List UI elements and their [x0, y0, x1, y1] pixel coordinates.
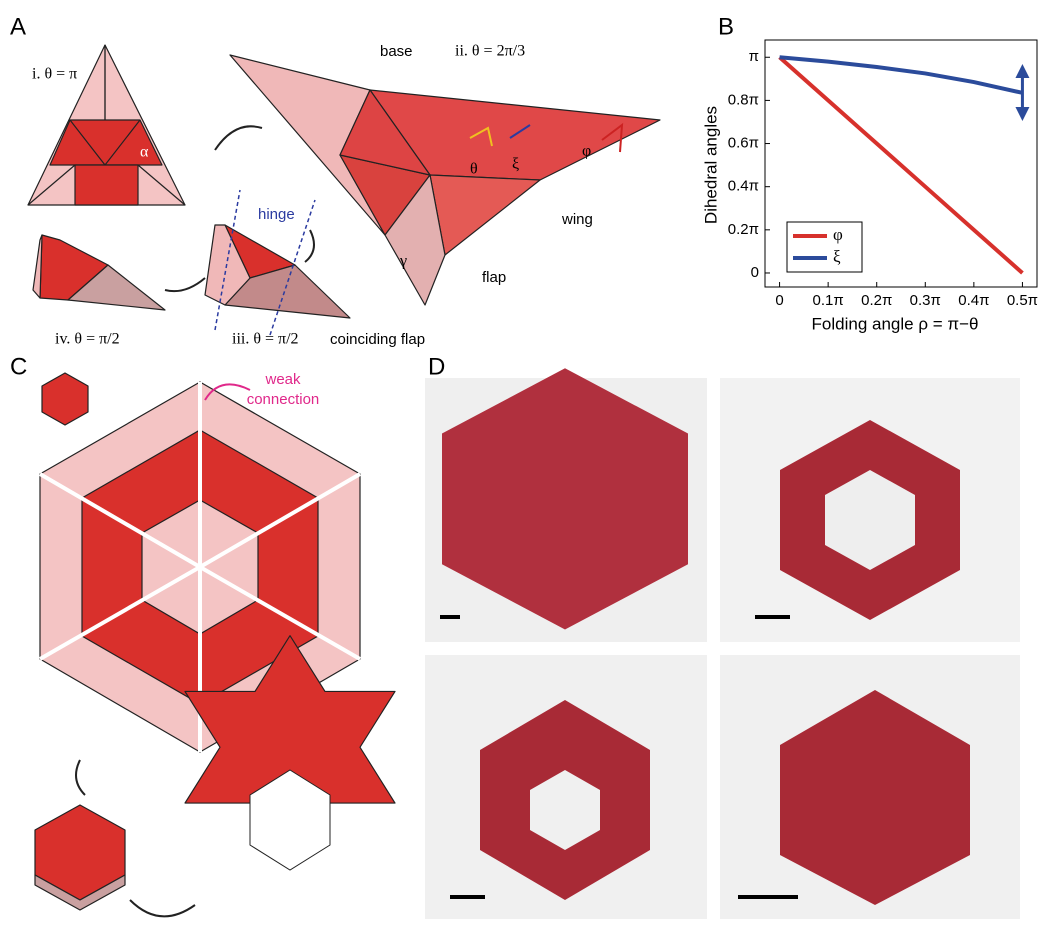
series-line	[779, 55, 1023, 95]
hinge-line	[269, 199, 316, 336]
flat-triangle	[27, 44, 186, 206]
label: α	[140, 144, 149, 161]
legend-box	[786, 221, 863, 273]
label: γ	[399, 253, 407, 270]
x-tick-label: 0.2π	[861, 292, 892, 309]
arrow	[129, 899, 196, 918]
x-tick-label: 0.1π	[813, 292, 844, 309]
y-tick-label: 0.6π	[728, 135, 759, 152]
x-tick-label: 0.4π	[958, 292, 989, 309]
label: i. θ = π	[32, 66, 77, 83]
x-axis-label: Folding angle ρ = π−θ	[812, 314, 979, 333]
y-tick-label: 0.2π	[728, 221, 759, 238]
hinge-line	[214, 189, 241, 331]
angle-mark	[509, 124, 531, 139]
arrow-head	[1015, 107, 1030, 121]
label: hinge	[258, 206, 295, 223]
arrow	[304, 229, 315, 263]
folded-iii	[204, 224, 351, 319]
label: coinciding flap	[330, 331, 425, 348]
arrow	[204, 383, 251, 401]
panel-label: B	[718, 13, 734, 40]
label: ξ	[512, 156, 519, 173]
folded-unit	[229, 54, 661, 306]
photos	[425, 368, 1020, 919]
label: iv. θ = π/2	[55, 331, 120, 348]
label: ii. θ = 2π/3	[455, 43, 525, 60]
folded-hexagon	[34, 804, 126, 911]
x-tick-label: 0	[775, 292, 783, 309]
label: base	[380, 43, 413, 60]
label: connection	[247, 391, 320, 408]
label: θ	[470, 161, 478, 178]
x-tick-label: 0.5π	[1007, 292, 1038, 309]
legend-label: φ	[833, 225, 843, 244]
angle-mark	[601, 122, 624, 153]
folded-iv	[32, 234, 166, 311]
label: weak	[264, 371, 301, 388]
arrow-head	[1015, 64, 1030, 78]
arrow	[214, 125, 263, 151]
panel-label: A	[10, 13, 26, 40]
plot-frame	[764, 39, 1038, 288]
angle-mark	[469, 126, 493, 147]
label: φ	[582, 143, 591, 160]
label: flap	[482, 269, 506, 286]
label: iii. θ = π/2	[232, 331, 299, 348]
y-axis-label: Dihedral angles	[701, 106, 720, 224]
y-tick-label: 0.4π	[728, 178, 759, 195]
arrow	[75, 759, 86, 796]
folded-star	[184, 635, 396, 871]
series-line	[778, 55, 1024, 275]
x-tick-label: 0.3π	[910, 292, 941, 309]
panel-label: D	[428, 353, 445, 380]
arrow	[164, 277, 206, 293]
panel-label: C	[10, 353, 27, 380]
y-tick-label: π	[749, 48, 759, 65]
y-tick-label: 0.8π	[728, 91, 759, 108]
y-tick-label: 0	[751, 264, 759, 281]
label: wing	[561, 211, 593, 228]
legend-label: ξ	[833, 247, 841, 266]
